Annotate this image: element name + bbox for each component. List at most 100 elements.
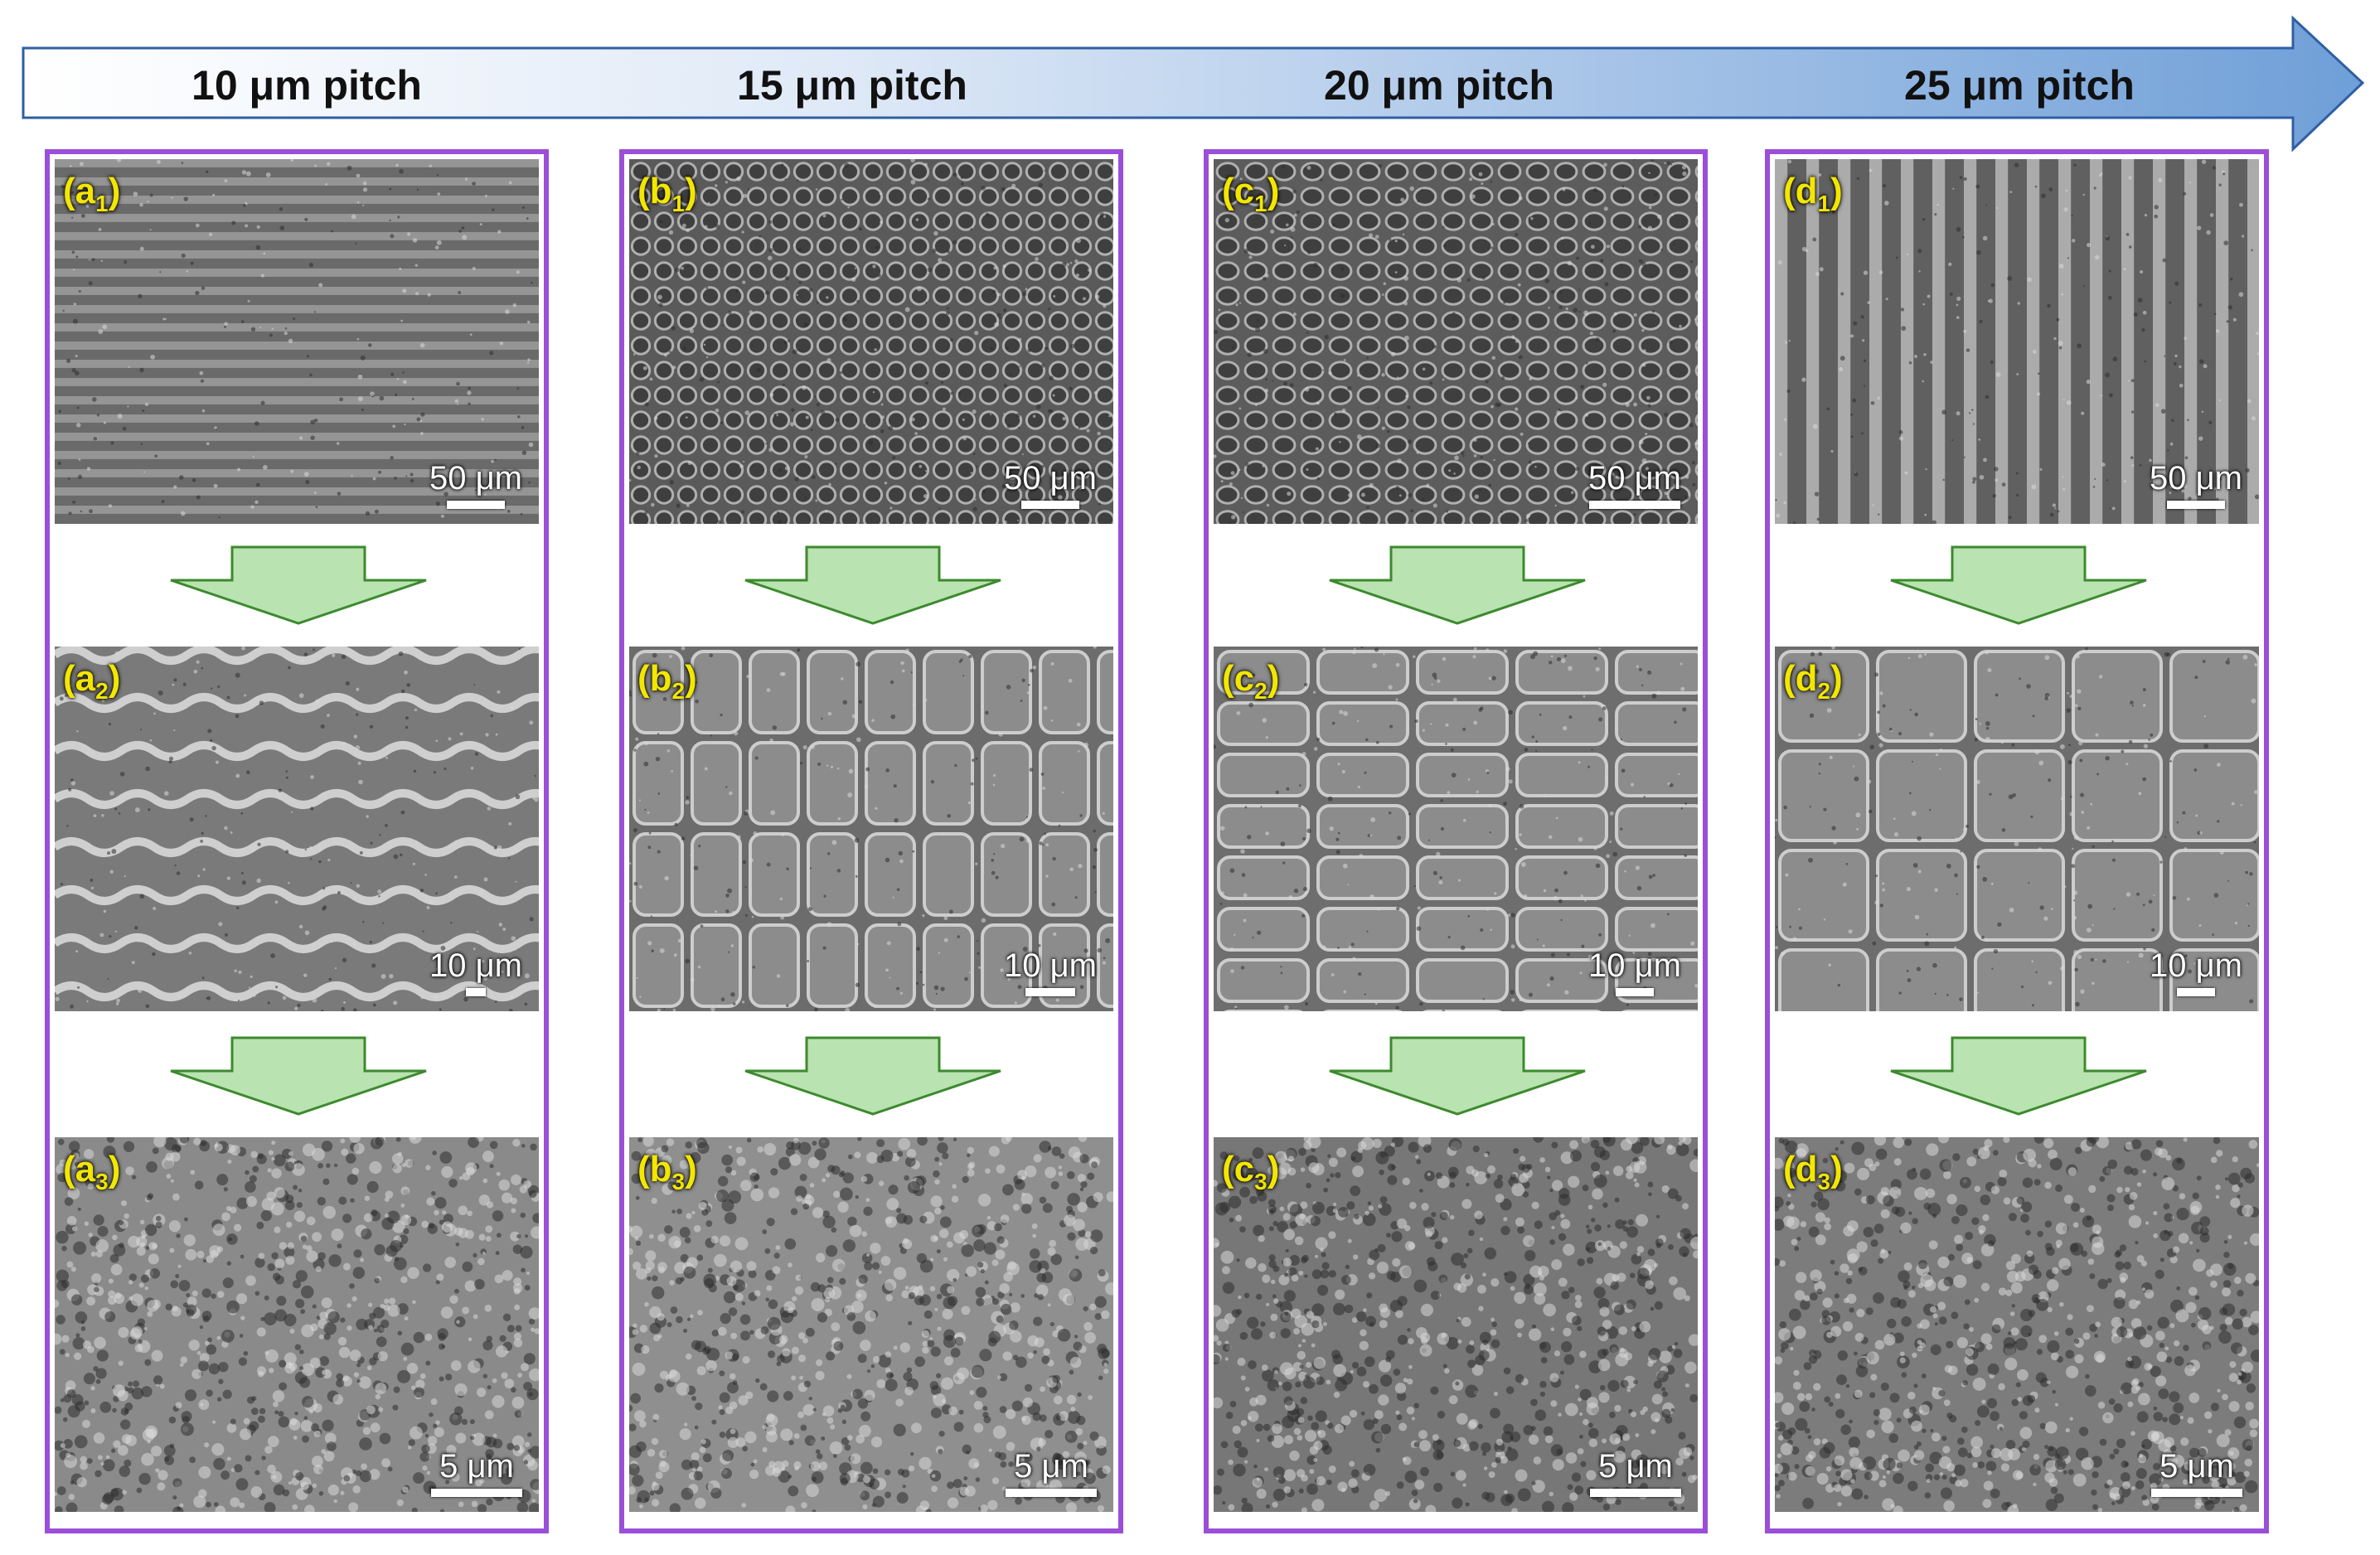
pitch-label-25: 25 μm pitch <box>1904 62 2135 109</box>
down-arrow-icon <box>1890 1036 2147 1116</box>
panel-index: 3 <box>95 1169 109 1194</box>
scale-bar-a1: 50 μm <box>429 460 522 509</box>
sem-image-b3: (b3) 5 μm <box>629 1137 1113 1512</box>
sem-texture <box>55 1137 539 1512</box>
panel-index: 3 <box>671 1169 686 1194</box>
panel-label-close: ) <box>685 171 697 211</box>
panel-index: 2 <box>671 678 686 704</box>
scale-bar-line <box>1590 1489 1681 1497</box>
scale-bar-label: 50 μm <box>1004 460 1097 497</box>
panel-letter: b <box>649 171 672 211</box>
sem-texture <box>1775 1137 2259 1512</box>
panel-label-close: ) <box>1830 171 1843 211</box>
panel-letter: d <box>1795 658 1818 699</box>
scale-bar-a2: 10 μm <box>429 947 522 996</box>
scale-bar-c2: 10 μm <box>1588 947 1681 996</box>
scale-bar-label: 50 μm <box>1588 460 1681 497</box>
panel-label-c1: (c1) <box>1222 171 1279 217</box>
sem-texture <box>629 647 1113 1011</box>
panel-index: 2 <box>1254 678 1268 704</box>
panel-letter: c <box>1234 1149 1255 1189</box>
scale-bar-line <box>447 501 505 509</box>
panel-label-d1: (d1) <box>1783 171 1843 217</box>
panel-label-close: ) <box>685 658 697 699</box>
panel-letter: d <box>1795 1149 1818 1189</box>
scale-bar-line <box>431 1489 522 1497</box>
scale-bar-label: 50 μm <box>429 460 522 497</box>
sem-image-a3: (a3) 5 μm <box>55 1137 539 1512</box>
pitch-label-15: 15 μm pitch <box>737 62 967 109</box>
panel-letter: c <box>1234 171 1255 211</box>
panel-label-close: ) <box>1267 171 1280 211</box>
column-20um: (c1) 50 μm (c2) 10 μm (c3) 5 μm <box>1204 149 1708 1533</box>
sem-image-c3: (c3) 5 μm <box>1214 1137 1698 1512</box>
pitch-progression-arrow-icon <box>22 15 2365 153</box>
panel-label-b2: (b2) <box>637 658 697 705</box>
scale-bar-c3: 5 μm <box>1590 1448 1681 1497</box>
panel-letter: a <box>75 658 96 699</box>
scale-bar-line <box>2167 501 2225 509</box>
panel-label-open: ( <box>1222 1149 1234 1189</box>
scale-bar-a3: 5 μm <box>431 1448 522 1497</box>
sem-image-c1: (c1) 50 μm <box>1214 159 1698 524</box>
sem-texture <box>1214 159 1698 524</box>
panel-label-a1: (a1) <box>63 171 120 217</box>
scale-bar-line <box>1616 988 1654 996</box>
panel-letter: a <box>75 171 96 211</box>
scale-bar-label: 50 μm <box>2150 460 2242 497</box>
panel-label-close: ) <box>108 171 121 211</box>
scale-bar-line <box>466 988 486 996</box>
scale-bar-d2: 10 μm <box>2150 947 2242 996</box>
panel-label-open: ( <box>1783 1149 1796 1189</box>
down-arrow-icon <box>744 1036 1001 1116</box>
panel-letter: b <box>649 658 672 699</box>
panel-letter: c <box>1234 658 1255 699</box>
panel-label-close: ) <box>1267 658 1280 699</box>
sem-image-d1: (d1) 50 μm <box>1775 159 2259 524</box>
sem-image-d2: (d2) 10 μm <box>1775 647 2259 1011</box>
panel-label-a2: (a2) <box>63 658 120 705</box>
scale-bar-label: 5 μm <box>1014 1448 1088 1485</box>
panel-label-b3: (b3) <box>637 1149 697 1195</box>
scale-bar-label: 10 μm <box>1588 947 1681 984</box>
down-arrow-icon <box>1329 545 1586 625</box>
scale-bar-d1: 50 μm <box>2150 460 2242 509</box>
scale-bar-label: 10 μm <box>429 947 522 984</box>
sem-image-d3: (d3) 5 μm <box>1775 1137 2259 1512</box>
sem-texture <box>629 1137 1113 1512</box>
column-15um: (b1) 50 μm (b2) 10 μm (b3) 5 μm <box>619 149 1123 1533</box>
panel-label-open: ( <box>63 658 75 699</box>
down-arrow-icon <box>170 1036 427 1116</box>
sem-texture <box>629 159 1113 524</box>
panel-label-open: ( <box>1783 658 1796 699</box>
scale-bar-b1: 50 μm <box>1004 460 1097 509</box>
panel-label-open: ( <box>637 658 650 699</box>
sem-image-b1: (b1) 50 μm <box>629 159 1113 524</box>
panel-label-open: ( <box>637 171 650 211</box>
panel-label-open: ( <box>1222 171 1234 211</box>
scale-bar-d3: 5 μm <box>2151 1448 2242 1497</box>
scale-bar-label: 10 μm <box>1004 947 1097 984</box>
scale-bar-label: 5 μm <box>439 1448 514 1485</box>
sem-image-c2: (c2) 10 μm <box>1214 647 1698 1011</box>
panel-index: 2 <box>95 678 109 704</box>
scale-bar-b2: 10 μm <box>1004 947 1097 996</box>
panel-label-c3: (c3) <box>1222 1149 1279 1195</box>
sem-texture <box>55 159 539 524</box>
pitch-label-10: 10 μm pitch <box>191 62 422 109</box>
scale-bar-line <box>1021 501 1079 509</box>
scale-bar-b3: 5 μm <box>1006 1448 1097 1497</box>
panel-letter: d <box>1795 171 1818 211</box>
panel-index: 1 <box>1817 191 1831 216</box>
panel-index: 2 <box>1817 678 1831 704</box>
pitch-label-20: 20 μm pitch <box>1324 62 1554 109</box>
sem-image-a1: (a1) 50 μm <box>55 159 539 524</box>
panel-label-close: ) <box>1830 658 1843 699</box>
panel-index: 3 <box>1817 1169 1831 1194</box>
panel-index: 3 <box>1254 1169 1268 1194</box>
down-arrow-icon <box>1329 1036 1586 1116</box>
scale-bar-label: 10 μm <box>2150 947 2242 984</box>
sem-texture <box>1214 1137 1698 1512</box>
sem-image-a2: (a2) 10 μm <box>55 647 539 1011</box>
column-10um: (a1) 50 μm (a2) 10 μm (a3) 5 μm <box>45 149 549 1533</box>
